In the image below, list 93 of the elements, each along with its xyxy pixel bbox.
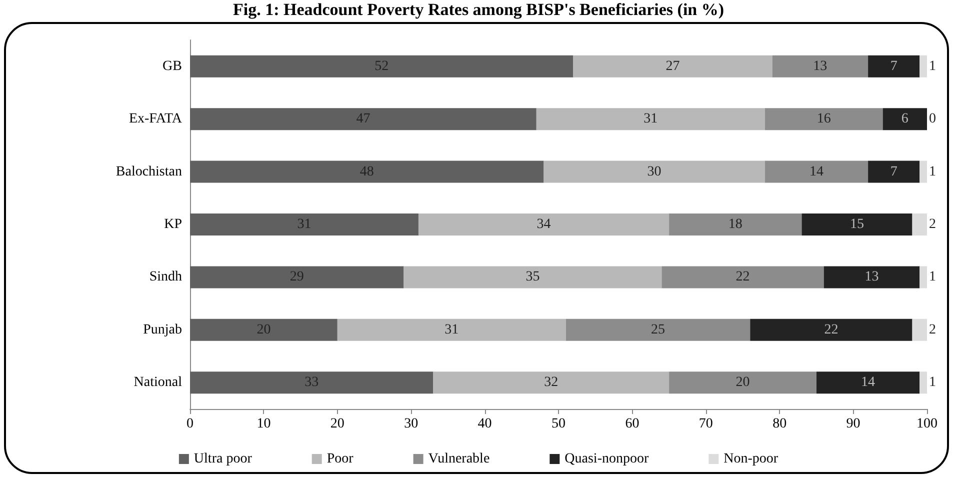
bar xyxy=(772,55,868,78)
data-label: 35 xyxy=(526,270,540,285)
bar xyxy=(816,372,920,394)
bar xyxy=(566,318,750,341)
bar xyxy=(190,266,404,288)
bar xyxy=(190,108,536,130)
data-label: 22 xyxy=(736,270,750,285)
data-label: 47 xyxy=(356,112,370,127)
bar xyxy=(433,372,670,394)
y-tick-label: KP xyxy=(164,217,182,232)
bar xyxy=(824,266,920,288)
data-label: 31 xyxy=(297,217,312,232)
data-label: 1 xyxy=(929,375,936,390)
bar xyxy=(764,160,868,183)
data-label: 32 xyxy=(544,375,558,390)
y-tick-label: Ex-FATA xyxy=(128,112,183,127)
legend-label: Quasi-nonpoor xyxy=(564,452,649,466)
bar xyxy=(920,55,927,78)
x-tick-label: 30 xyxy=(404,416,418,432)
data-label: 52 xyxy=(374,58,389,74)
bar xyxy=(912,318,927,341)
data-label: 2 xyxy=(929,322,936,338)
y-tick-label: Punjab xyxy=(143,322,182,338)
y-tick-label: Sindh xyxy=(149,270,182,285)
data-label: 22 xyxy=(824,322,838,338)
data-label: 18 xyxy=(728,217,742,232)
x-tick-label: 50 xyxy=(552,416,566,432)
legend-label: Ultra poor xyxy=(194,452,252,466)
data-label: 6 xyxy=(901,112,908,127)
data-label: 25 xyxy=(650,322,665,338)
legend-label: Poor xyxy=(326,452,354,466)
bar xyxy=(669,372,816,394)
chart-title: Fig. 1: Headcount Poverty Rates among BISP's Beneficiaries (in %) xyxy=(232,0,726,20)
legend-label: Vulnerable xyxy=(428,452,490,466)
data-label: 30 xyxy=(647,164,662,180)
data-label: 48 xyxy=(360,164,374,180)
bar xyxy=(404,266,662,288)
x-tick-label: 40 xyxy=(478,416,492,432)
y-tick-label: GB xyxy=(162,58,182,74)
x-tick-label: 70 xyxy=(698,416,713,432)
bar xyxy=(868,160,920,183)
bar xyxy=(920,266,927,288)
data-label: 34 xyxy=(536,217,551,232)
bar xyxy=(662,266,824,288)
bar xyxy=(750,318,912,341)
data-label: 29 xyxy=(290,270,304,285)
bar xyxy=(573,55,772,78)
bar xyxy=(912,214,927,236)
x-tick-label: 0 xyxy=(186,416,194,432)
y-tick-label: National xyxy=(134,375,182,390)
bar xyxy=(882,108,927,130)
data-label: 13 xyxy=(864,270,879,285)
bar xyxy=(802,214,912,236)
data-label: 20 xyxy=(736,375,750,390)
bar xyxy=(418,214,670,236)
bar xyxy=(669,214,802,236)
x-tick-label: 80 xyxy=(772,416,787,432)
x-tick-label: 20 xyxy=(330,416,344,432)
bar xyxy=(544,160,765,183)
data-label: 20 xyxy=(256,322,271,338)
data-label: 7 xyxy=(890,58,898,74)
y-tick-label: Balochistan xyxy=(116,164,182,180)
x-tick-label: 60 xyxy=(625,416,640,432)
data-label: 0 xyxy=(929,112,936,127)
data-label: 13 xyxy=(813,58,828,74)
data-label: 33 xyxy=(304,375,319,390)
data-label: 14 xyxy=(861,375,876,390)
bar xyxy=(337,318,566,341)
data-label: 1 xyxy=(929,58,936,74)
legend-label: Non-poor xyxy=(724,452,778,466)
bar xyxy=(190,55,574,78)
bar xyxy=(190,160,544,183)
bar xyxy=(764,108,883,130)
x-tick-label: 90 xyxy=(846,416,860,432)
data-label: 27 xyxy=(666,58,680,74)
bar xyxy=(190,372,434,394)
bar xyxy=(920,160,927,183)
data-label: 14 xyxy=(809,164,824,180)
data-label: 31 xyxy=(444,322,459,338)
data-label: 2 xyxy=(929,217,936,232)
bar xyxy=(190,214,418,236)
x-tick-label: 10 xyxy=(256,416,271,432)
data-label: 7 xyxy=(890,164,898,180)
bar xyxy=(920,372,927,394)
bar xyxy=(868,55,920,78)
data-label: 1 xyxy=(929,164,936,180)
data-label: 16 xyxy=(816,112,831,127)
x-tick-label: 100 xyxy=(916,416,938,432)
bar xyxy=(536,108,765,130)
data-label: 1 xyxy=(929,270,936,285)
data-label: 31 xyxy=(644,112,658,127)
bar xyxy=(190,318,338,341)
data-label: 15 xyxy=(850,217,864,232)
